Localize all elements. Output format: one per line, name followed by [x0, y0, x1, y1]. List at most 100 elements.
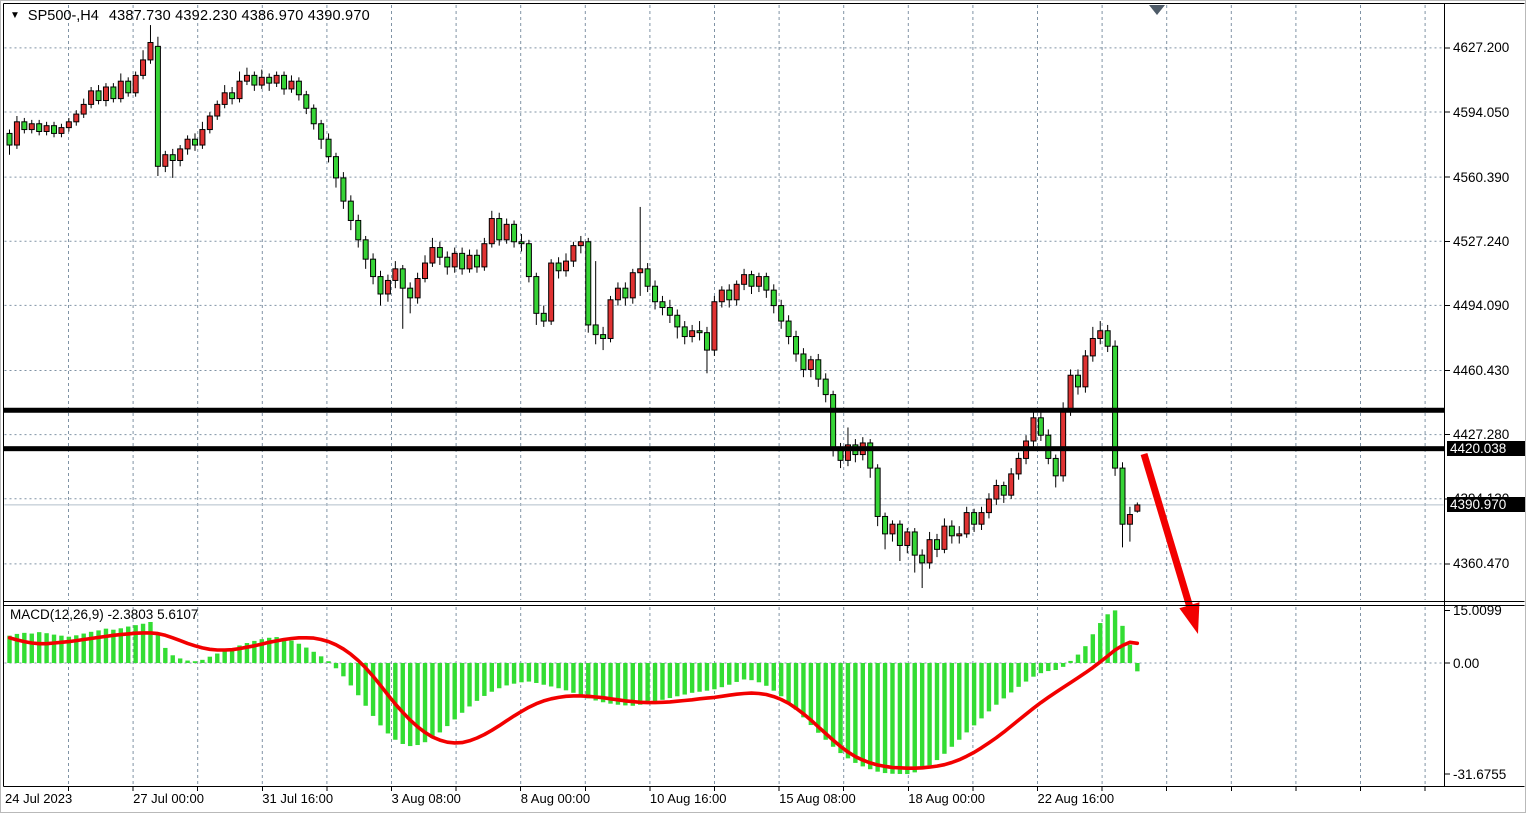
symbol-marker-icon[interactable]: ▼ [10, 10, 20, 21]
macd-histogram-bar [526, 663, 532, 682]
candle [377, 276, 384, 295]
candle [978, 512, 985, 525]
candle [58, 127, 65, 134]
candle [1119, 467, 1126, 525]
candle [748, 274, 755, 287]
candle [525, 243, 532, 278]
candle [88, 90, 95, 105]
candle [169, 154, 176, 162]
macd-histogram-bar [571, 663, 576, 693]
macd-histogram-bar [259, 639, 264, 663]
candle [993, 485, 1000, 500]
resistance-line[interactable] [3, 407, 1445, 413]
macd-histogram-bar [934, 663, 940, 761]
chart-title: ▼ SP500-,H4 4387.730 4392.230 4386.970 439… [10, 8, 370, 24]
macd-histogram-bar [586, 663, 591, 699]
macd-histogram-bar [333, 663, 339, 669]
candle [199, 129, 206, 146]
candle [934, 539, 940, 550]
candle [614, 287, 621, 301]
macd-histogram-bar [719, 663, 725, 688]
candle [206, 115, 213, 131]
candle [1000, 485, 1007, 496]
macd-histogram-bar [593, 663, 598, 701]
macd-histogram-bar [697, 663, 702, 692]
candle [793, 336, 800, 355]
candle [414, 278, 421, 299]
candle [904, 531, 911, 546]
macd-histogram-bar [407, 663, 413, 747]
macd-histogram-bar [957, 663, 962, 740]
macd-histogram-bar [1075, 654, 1081, 663]
candle [1030, 417, 1037, 442]
candle [1089, 337, 1096, 357]
macd-histogram-bar [1053, 663, 1058, 671]
macd-histogram-bar [1098, 623, 1103, 663]
macd-histogram-bar [578, 663, 584, 696]
candle [422, 262, 429, 280]
macd-histogram-bar [170, 655, 175, 663]
macd-histogram-bar [215, 653, 220, 663]
candle [288, 80, 295, 90]
macd-histogram-bar [816, 663, 821, 733]
macd-histogram-bar [1060, 663, 1066, 667]
candle [666, 307, 673, 316]
macd-histogram-bar [704, 663, 710, 691]
macd-histogram-bar [511, 663, 517, 684]
candle [637, 268, 644, 274]
macd-histogram-bar [793, 663, 799, 710]
macd-histogram-bar [1046, 663, 1051, 672]
candle [295, 80, 302, 96]
candle [273, 74, 280, 84]
candle [607, 299, 614, 339]
macd-histogram-bar [96, 630, 101, 663]
candle [741, 274, 748, 285]
macd-histogram-bar [274, 637, 279, 663]
macd-histogram-bar [348, 663, 354, 686]
candle [496, 218, 503, 241]
candle [459, 252, 466, 270]
candle [162, 154, 169, 167]
macd-histogram-bar [326, 661, 331, 663]
candle [1082, 355, 1089, 388]
macd-histogram-bar [415, 663, 420, 746]
candle [21, 121, 28, 131]
macd-histogram-bar [1016, 663, 1021, 687]
trend-arrow-line[interactable] [1140, 452, 1194, 611]
candle [451, 252, 458, 268]
candle [325, 138, 332, 158]
macd-indicator-label: MACD(12,26,9) -2.3803 5.6107 [10, 607, 199, 622]
candle [303, 94, 310, 109]
candle [919, 554, 926, 564]
candle [882, 515, 889, 535]
candle [518, 241, 525, 245]
macd-histogram-bar [860, 663, 865, 767]
macd-histogram-bar [638, 663, 643, 705]
macd-histogram-bar [126, 626, 131, 663]
macd-histogram-bar [712, 663, 717, 690]
macd-histogram-bar [563, 663, 569, 691]
candle [652, 285, 659, 303]
trend-arrow-head[interactable] [1179, 602, 1200, 634]
macd-histogram-bar [497, 663, 502, 689]
candle [384, 279, 391, 295]
macd-histogram-bar [734, 663, 739, 682]
candle [963, 512, 970, 535]
candle [1052, 457, 1059, 477]
macd-histogram-bar [7, 635, 12, 663]
macd-histogram-bar [801, 663, 806, 718]
candle [221, 92, 228, 105]
macd-histogram-bar [949, 663, 955, 747]
candle [347, 200, 354, 221]
candle [1060, 409, 1067, 477]
macd-histogram-bar [645, 663, 650, 704]
macd-histogram-bar [177, 658, 183, 663]
macd-histogram-bar [318, 656, 324, 663]
macd-histogram-bar [1127, 644, 1133, 663]
macd-histogram-bar [741, 663, 747, 680]
macd-histogram-bar [296, 643, 302, 663]
candle [644, 268, 651, 287]
support-line[interactable] [3, 446, 1445, 452]
candle [844, 444, 851, 461]
